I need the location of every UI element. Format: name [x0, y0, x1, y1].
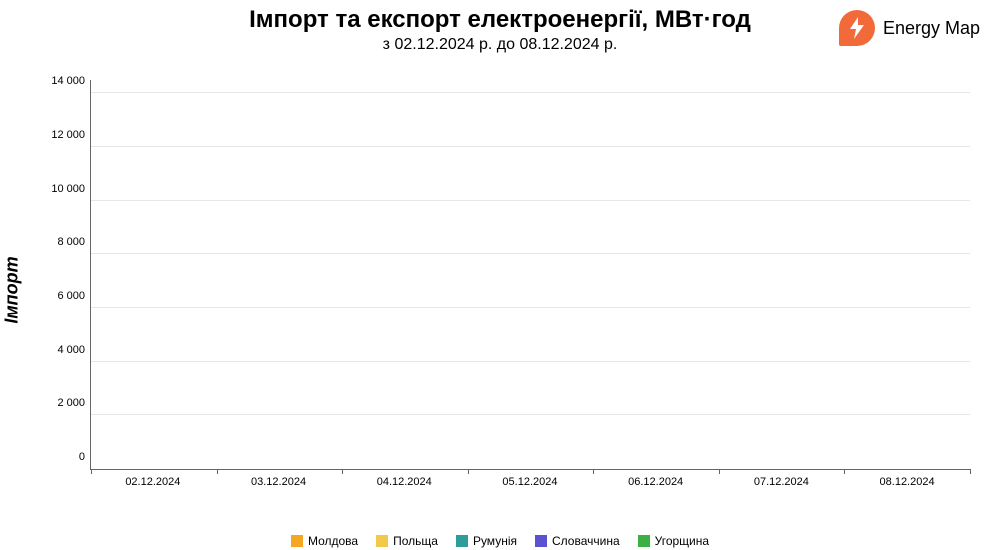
ytick-label: 14 000	[51, 75, 85, 87]
legend-item-hungary: Угорщина	[638, 534, 709, 548]
legend-label: Угорщина	[655, 534, 709, 548]
legend-item-slovakia: Словаччина	[535, 534, 620, 548]
xtick-label: 06.12.2024	[605, 476, 706, 488]
xtick-mark	[970, 469, 971, 474]
gridline	[91, 253, 970, 254]
legend-swatch	[638, 535, 650, 547]
legend-item-poland: Польща	[376, 534, 438, 548]
legend-swatch	[535, 535, 547, 547]
gridline	[91, 146, 970, 147]
xtick-mark	[593, 469, 594, 474]
brand-text: Energy Map	[883, 18, 980, 39]
xtick-mark	[844, 469, 845, 474]
yaxis-label: Імпорт	[2, 256, 23, 323]
legend-item-romania: Румунія	[456, 534, 517, 548]
gridline	[91, 414, 970, 415]
legend-swatch	[376, 535, 388, 547]
legend-swatch	[291, 535, 303, 547]
brand-badge-icon	[839, 10, 875, 46]
gridline	[91, 92, 970, 93]
ytick-label: 10 000	[51, 183, 85, 195]
xtick-label: 05.12.2024	[479, 476, 580, 488]
ytick-label: 6 000	[57, 290, 85, 302]
plot-area: 02 0004 0006 0008 00010 00012 00014 000	[90, 80, 970, 470]
xtick-label: 04.12.2024	[354, 476, 455, 488]
legend-label: Польща	[393, 534, 438, 548]
legend-label: Словаччина	[552, 534, 620, 548]
bars-container	[91, 80, 970, 469]
legend: Молдова Польща Румунія Словаччина Угорщина	[0, 534, 1000, 548]
xtick-label: 07.12.2024	[731, 476, 832, 488]
lightning-icon	[848, 17, 866, 39]
xtick-label: 03.12.2024	[228, 476, 329, 488]
xtick-mark	[342, 469, 343, 474]
xtick-label: 02.12.2024	[102, 476, 203, 488]
ytick-label: 12 000	[51, 129, 85, 141]
xtick-mark	[91, 469, 92, 474]
xaxis-labels: 02.12.2024 03.12.2024 04.12.2024 05.12.2024…	[90, 476, 970, 488]
gridline	[91, 361, 970, 362]
xtick-label: 08.12.2024	[856, 476, 957, 488]
ytick-label: 4 000	[57, 344, 85, 356]
ytick-label: 8 000	[57, 236, 85, 248]
legend-swatch	[456, 535, 468, 547]
chart: Імпорт 02 0004 0006 0008 00010 00012 000…	[30, 80, 980, 500]
legend-label: Молдова	[308, 534, 358, 548]
legend-item-moldova: Молдова	[291, 534, 358, 548]
ytick-label: 2 000	[57, 397, 85, 409]
xtick-mark	[217, 469, 218, 474]
xtick-mark	[468, 469, 469, 474]
xtick-mark	[719, 469, 720, 474]
ytick-label: 0	[79, 451, 85, 463]
legend-label: Румунія	[473, 534, 517, 548]
gridline	[91, 307, 970, 308]
brand: Energy Map	[839, 10, 980, 46]
gridline	[91, 200, 970, 201]
